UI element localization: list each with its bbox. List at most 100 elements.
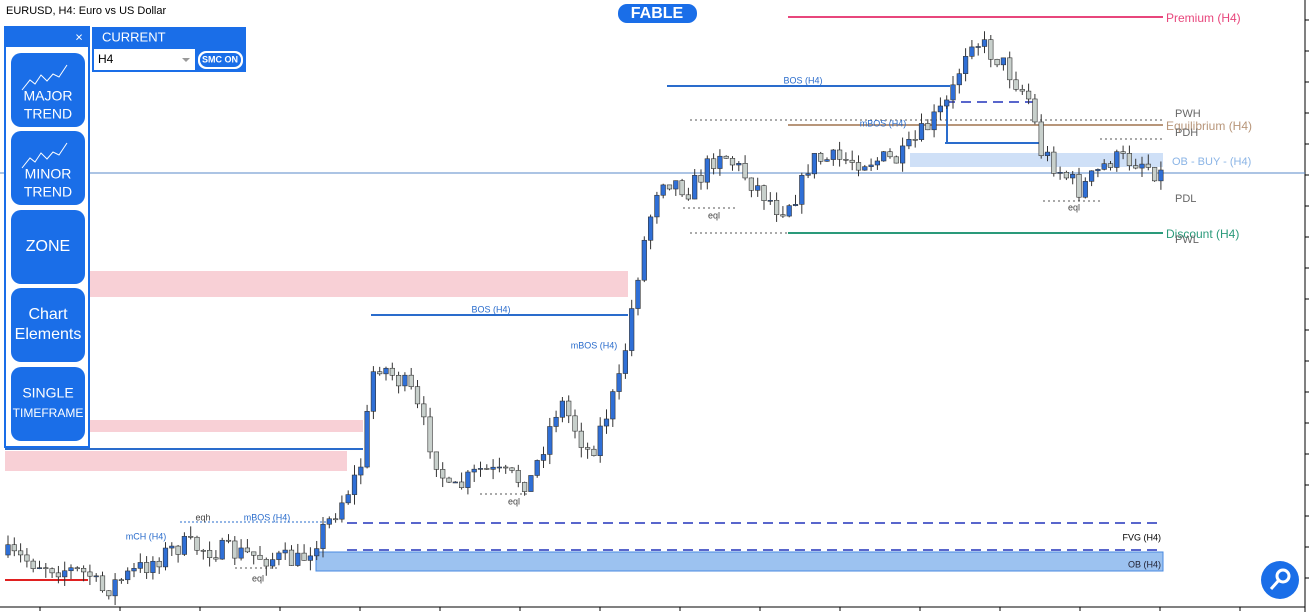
candle-body	[17, 550, 24, 556]
candle-body	[635, 279, 641, 309]
candle-body	[610, 391, 616, 420]
candle-body	[1133, 165, 1139, 169]
candle-body	[383, 367, 389, 375]
annotation: mBOS (H4)	[860, 118, 907, 128]
candle-body	[477, 468, 484, 470]
candle-body	[389, 367, 395, 376]
panel-button[interactable]	[11, 210, 85, 284]
button-label: TREND	[24, 184, 72, 200]
smc-text: SMC ON	[202, 54, 238, 64]
candle-body	[446, 477, 452, 483]
candle-body	[944, 99, 950, 107]
candle-body	[962, 56, 969, 74]
candle-body	[931, 111, 937, 131]
candle-body	[1139, 163, 1145, 169]
button-label: SINGLE	[22, 385, 73, 401]
current-label: CURRENT	[102, 29, 166, 44]
panel-button[interactable]	[11, 131, 85, 205]
candle-body	[5, 544, 11, 556]
candle-body	[219, 539, 225, 560]
candle-body	[704, 158, 710, 183]
candle-body	[156, 560, 162, 568]
candle-body	[566, 400, 572, 417]
candle-body	[87, 571, 93, 577]
smc-toggle-fill	[200, 53, 241, 67]
candle-body	[81, 568, 87, 573]
candle-body	[723, 155, 729, 159]
annotation: PWH	[1175, 108, 1201, 120]
candle-body	[1076, 174, 1082, 198]
candle-body	[547, 426, 553, 455]
annotation: PDH	[1175, 127, 1198, 139]
candle-body	[679, 180, 685, 196]
candle-body	[988, 39, 994, 60]
candle-body	[257, 554, 263, 560]
candle-body	[30, 560, 36, 569]
candle-body	[824, 159, 830, 162]
candle-body	[899, 145, 906, 164]
candle-body	[169, 545, 175, 549]
candle-body	[521, 482, 528, 492]
button-label: MINOR	[25, 166, 72, 182]
candle-body	[458, 481, 465, 488]
close-button[interactable]: ×	[75, 29, 83, 44]
candle-body	[950, 84, 956, 101]
candle-body	[496, 466, 503, 469]
candle-body	[584, 447, 591, 450]
candle-body	[345, 494, 351, 504]
annotation: mCH (H4)	[126, 531, 167, 541]
candle-body	[421, 403, 427, 418]
panel: × CURRENT H4 SMC ON MAJOR TREND MINOR TREND…	[4, 26, 246, 448]
panel-button[interactable]	[11, 53, 85, 127]
candle-body	[843, 158, 849, 161]
candle-body	[49, 568, 55, 574]
zone	[5, 451, 347, 471]
candle-body	[773, 200, 780, 215]
candle-body	[811, 153, 817, 175]
candle-body	[11, 544, 17, 552]
candle-body	[1044, 151, 1051, 156]
candle-body	[937, 105, 943, 113]
candle-body	[207, 550, 213, 558]
candle-body	[792, 204, 799, 206]
candle-body	[282, 549, 288, 554]
panel-button[interactable]	[11, 367, 85, 441]
candle-body	[912, 138, 918, 141]
search-button[interactable]	[1261, 561, 1299, 599]
candle-body	[698, 175, 704, 183]
candle-body	[112, 579, 118, 597]
zone	[315, 551, 1164, 572]
candle-body	[660, 184, 666, 196]
candle-body	[377, 371, 383, 375]
dropdown-arrow	[182, 58, 190, 62]
candle-body	[440, 469, 446, 479]
candle-body	[414, 386, 421, 405]
candle-body	[99, 575, 106, 592]
candle-body	[591, 448, 597, 457]
tf-select[interactable]	[94, 49, 195, 70]
candle-body	[408, 374, 414, 387]
candle-body	[433, 451, 440, 470]
candle-body	[93, 575, 99, 578]
candle-body	[641, 239, 647, 281]
panel-button[interactable]	[11, 288, 85, 362]
candle-body	[1126, 153, 1132, 166]
trend-icon	[21, 64, 68, 91]
candle-body	[484, 468, 490, 470]
button-label: Chart	[28, 306, 68, 323]
candle-body	[452, 481, 458, 484]
candle-body	[364, 411, 370, 468]
annotation: BOS (H4)	[783, 75, 822, 85]
candle-body	[1070, 174, 1076, 179]
candle-body	[748, 177, 754, 191]
candle-body	[767, 200, 773, 202]
button-label: TIMEFRAME	[13, 406, 84, 420]
annotation: Premium (H4)	[1166, 11, 1241, 25]
candle-body	[1120, 151, 1126, 154]
candle-body	[855, 162, 862, 171]
fable-badge[interactable]	[618, 4, 697, 23]
candle-body	[320, 523, 326, 549]
candle-body	[43, 567, 49, 569]
